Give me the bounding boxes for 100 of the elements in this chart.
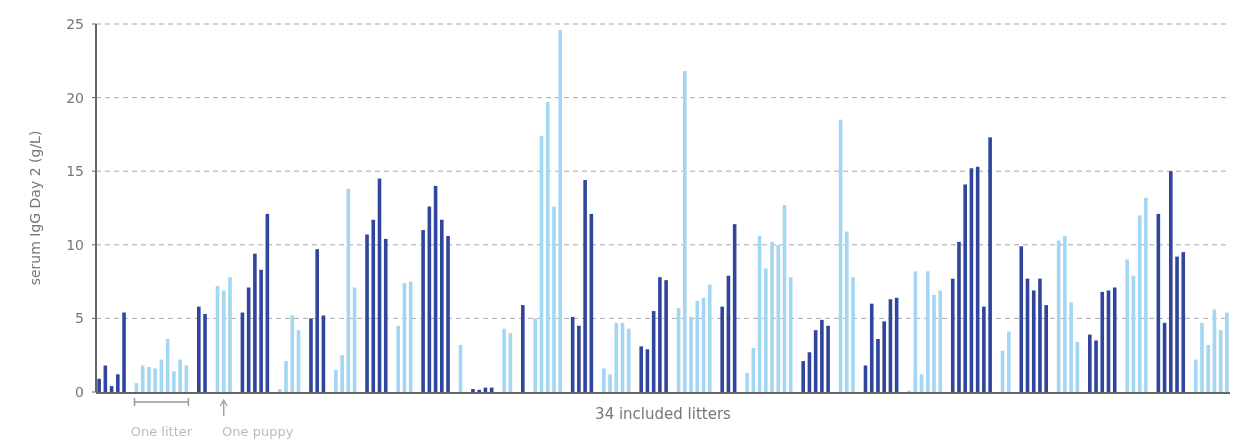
bar	[776, 244, 781, 392]
bar	[97, 378, 101, 392]
bar	[334, 369, 338, 392]
bar	[788, 277, 793, 392]
bar	[533, 318, 538, 392]
bar	[982, 306, 986, 392]
bar	[926, 271, 930, 392]
y-tick-label: 15	[66, 163, 84, 180]
bar	[116, 374, 120, 392]
bar	[658, 277, 662, 392]
bar	[639, 346, 643, 392]
bar	[502, 328, 506, 392]
bar	[1044, 305, 1048, 392]
bar	[820, 319, 824, 392]
bar	[683, 71, 687, 392]
bar	[558, 29, 562, 392]
bar	[1094, 340, 1098, 392]
bar	[882, 321, 886, 392]
bar	[221, 290, 226, 392]
bar	[421, 230, 425, 392]
bar	[695, 300, 700, 392]
bar	[764, 268, 768, 392]
bar	[1225, 312, 1229, 392]
y-tick-label: 10	[66, 236, 84, 253]
bar	[396, 325, 400, 392]
bar	[608, 374, 612, 392]
text: One litter	[130, 424, 193, 439]
bar	[203, 313, 207, 392]
bar	[1144, 197, 1148, 392]
bar	[197, 306, 201, 392]
bar	[851, 277, 855, 392]
y-tick-label: 5	[75, 310, 84, 327]
bar	[957, 241, 961, 392]
bar	[1007, 331, 1011, 392]
bar	[178, 359, 182, 392]
bar	[1193, 359, 1198, 392]
bar	[153, 368, 157, 392]
bar	[122, 312, 126, 392]
bar	[963, 184, 967, 392]
y-tick-label: 20	[66, 89, 84, 106]
bar	[172, 371, 176, 392]
bar	[876, 339, 880, 392]
bar	[440, 219, 444, 392]
bar	[801, 361, 805, 392]
bar	[1031, 290, 1036, 392]
bar	[950, 278, 955, 392]
bar	[626, 328, 631, 392]
y-tick-label: 0	[75, 383, 84, 400]
y-axis-title: serum IgG Day 2 (g/L)	[27, 130, 43, 286]
bar	[340, 355, 344, 392]
bar	[720, 306, 724, 392]
bar	[290, 315, 295, 392]
bar	[583, 180, 587, 392]
bar	[228, 277, 232, 392]
bar	[1069, 302, 1073, 392]
bar	[826, 325, 830, 392]
bar	[284, 361, 288, 392]
bar	[471, 389, 475, 392]
bar	[365, 234, 369, 392]
bar	[745, 372, 749, 392]
bar	[1169, 171, 1173, 392]
bar	[147, 366, 151, 392]
bar	[1181, 252, 1186, 392]
bar	[932, 294, 936, 392]
bar	[552, 206, 556, 392]
bar	[477, 389, 481, 392]
bar	[577, 325, 581, 392]
bar	[869, 303, 874, 392]
bar	[1063, 235, 1067, 392]
bar	[1088, 334, 1092, 392]
bar	[689, 316, 693, 392]
bar	[770, 241, 774, 392]
bar	[253, 253, 257, 392]
bar	[988, 137, 992, 392]
bar	[1206, 344, 1210, 392]
bar	[938, 290, 943, 392]
bar	[315, 249, 319, 392]
bar	[1125, 259, 1129, 392]
bar	[1200, 322, 1204, 392]
bar	[140, 365, 145, 392]
bar	[545, 102, 550, 392]
bar	[1019, 246, 1024, 392]
bar	[1038, 278, 1042, 392]
bar	[309, 318, 313, 392]
bar	[845, 231, 849, 392]
bar	[371, 219, 376, 392]
bar	[383, 238, 388, 392]
bar	[1175, 256, 1179, 392]
bar	[1112, 287, 1117, 392]
bar	[614, 322, 619, 392]
bar	[1100, 291, 1105, 392]
bar	[602, 368, 606, 392]
bar	[259, 269, 263, 392]
x-axis-title: 34 included litters	[595, 405, 732, 423]
text: One puppy	[222, 424, 294, 439]
bar	[278, 389, 282, 392]
bar	[707, 284, 712, 392]
bar	[664, 280, 668, 392]
bar	[521, 305, 525, 392]
y-tick-label: 25	[66, 15, 84, 32]
